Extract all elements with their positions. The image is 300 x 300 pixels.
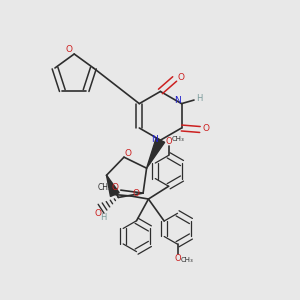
Polygon shape <box>106 175 119 196</box>
Text: O: O <box>66 45 73 54</box>
Text: N: N <box>151 135 158 144</box>
Text: O: O <box>203 124 210 134</box>
Text: O: O <box>132 189 140 198</box>
Text: O: O <box>94 209 101 218</box>
Text: O: O <box>178 73 185 82</box>
Text: CH₃: CH₃ <box>98 183 112 192</box>
Text: CH₃: CH₃ <box>172 136 184 142</box>
Text: H: H <box>196 94 203 103</box>
Polygon shape <box>147 138 165 168</box>
Text: O: O <box>125 148 132 158</box>
Text: O: O <box>165 136 172 146</box>
Text: O: O <box>112 183 119 192</box>
Text: O: O <box>174 254 181 263</box>
Text: CH₃: CH₃ <box>181 257 194 263</box>
Text: N: N <box>174 96 181 105</box>
Text: H: H <box>100 213 107 222</box>
